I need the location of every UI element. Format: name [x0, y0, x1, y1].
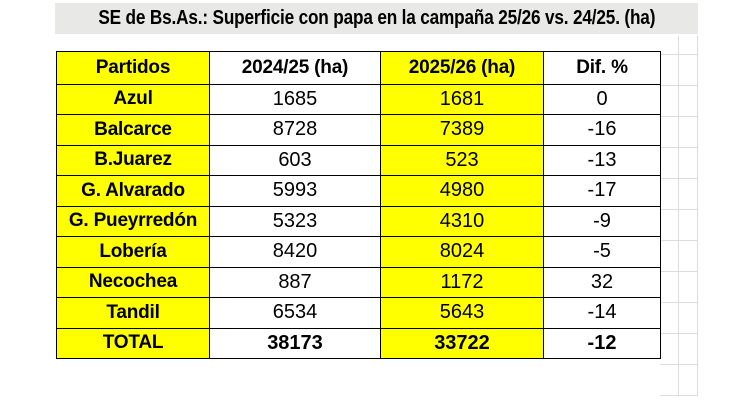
superficie-papa-table: Partidos 2024/25 (ha) 2025/26 (ha) Dif. … [56, 51, 661, 359]
ha-2024-25-cell: 8420 [209, 236, 381, 268]
ha-2024-25-cell: 603 [209, 144, 381, 176]
col-header-dif: Dif. % [543, 51, 661, 85]
total-row: TOTAL 38173 33722 -12 [56, 327, 661, 359]
col-header-2024-25: 2024/25 (ha) [209, 51, 381, 85]
spreadsheet-gridlines-horizontal [660, 54, 697, 396]
table-title: SE de Bs.As.: Superficie con papa en la … [98, 7, 655, 29]
partido-cell: Necochea [56, 266, 210, 298]
table-row: Necochea 887 1172 32 [56, 266, 661, 298]
partido-cell: Tandil [56, 297, 210, 329]
dif-cell: 32 [543, 266, 661, 298]
col-header-partidos: Partidos [56, 51, 210, 85]
ha-2024-25-cell: 5993 [209, 175, 381, 207]
dif-cell: 0 [543, 83, 661, 115]
spreadsheet-gridline-vertical [697, 36, 698, 396]
ha-2025-26-cell: 523 [380, 144, 544, 176]
partido-cell: B.Juarez [56, 144, 210, 176]
table-row: Balcarce 8728 7389 -16 [56, 114, 661, 146]
total-label-cell: TOTAL [56, 327, 210, 359]
table-row: B.Juarez 603 523 -13 [56, 144, 661, 176]
ha-2025-26-cell: 7389 [380, 114, 544, 146]
ha-2024-25-cell: 8728 [209, 114, 381, 146]
dif-cell: -9 [543, 205, 661, 237]
ha-2025-26-cell: 8024 [380, 236, 544, 268]
dif-cell: -5 [543, 236, 661, 268]
partido-cell: G. Alvarado [56, 175, 210, 207]
ha-2024-25-cell: 5323 [209, 205, 381, 237]
table-row: G. Pueyrredón 5323 4310 -9 [56, 205, 661, 237]
ha-2025-26-cell: 5643 [380, 297, 544, 329]
ha-2024-25-cell: 887 [209, 266, 381, 298]
total-2025-26-cell: 33722 [380, 327, 544, 359]
partido-cell: Lobería [56, 236, 210, 268]
table-row: Tandil 6534 5643 -14 [56, 297, 661, 329]
ha-2025-26-cell: 1172 [380, 266, 544, 298]
ha-2025-26-cell: 4980 [380, 175, 544, 207]
ha-2025-26-cell: 1681 [380, 83, 544, 115]
dif-cell: -17 [543, 175, 661, 207]
partido-cell: G. Pueyrredón [56, 205, 210, 237]
col-header-2025-26: 2025/26 (ha) [380, 51, 544, 85]
ha-2025-26-cell: 4310 [380, 205, 544, 237]
total-dif-cell: -12 [543, 327, 661, 359]
dif-cell: -13 [543, 144, 661, 176]
table-row: Lobería 8420 8024 -5 [56, 236, 661, 268]
table-title-bar: SE de Bs.As.: Superficie con papa en la … [55, 3, 698, 34]
ha-2024-25-cell: 6534 [209, 297, 381, 329]
partido-cell: Balcarce [56, 114, 210, 146]
table-row: G. Alvarado 5993 4980 -17 [56, 175, 661, 207]
partido-cell: Azul [56, 83, 210, 115]
table-row: Azul 1685 1681 0 [56, 83, 661, 115]
dif-cell: -16 [543, 114, 661, 146]
ha-2024-25-cell: 1685 [209, 83, 381, 115]
dif-cell: -14 [543, 297, 661, 329]
header-row: Partidos 2024/25 (ha) 2025/26 (ha) Dif. … [56, 51, 661, 85]
total-2024-25-cell: 38173 [209, 327, 381, 359]
